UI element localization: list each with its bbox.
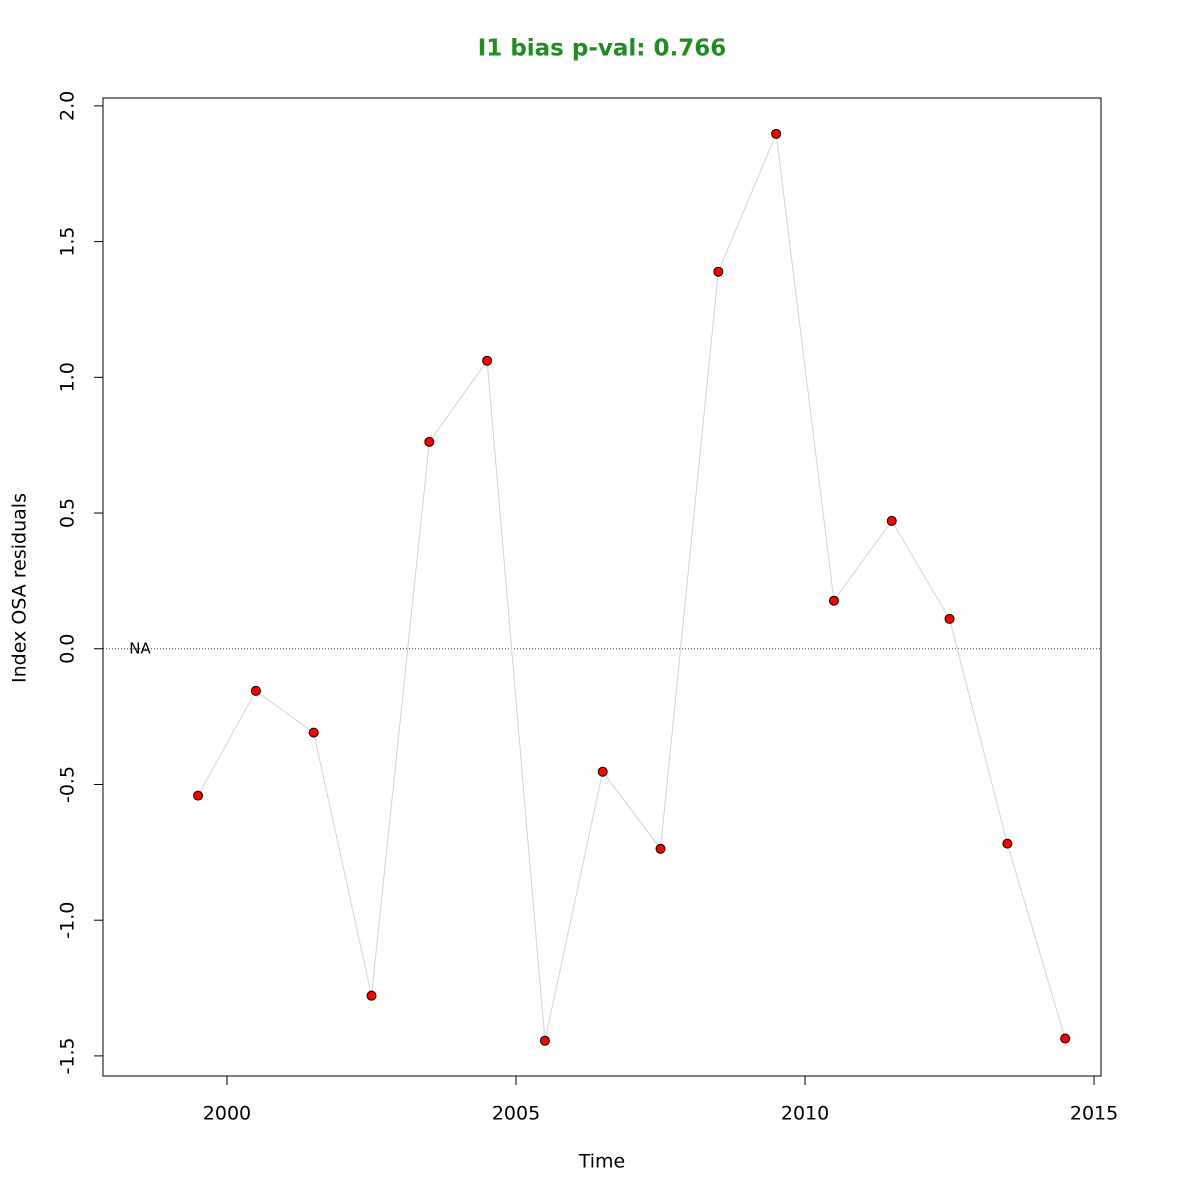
point xyxy=(250,685,261,696)
y-tick-label: -1.0 xyxy=(57,902,79,939)
annotation: NA xyxy=(129,639,151,657)
point xyxy=(308,727,319,738)
chart-title: I1 bias p-val: 0.766 xyxy=(478,36,727,62)
point xyxy=(828,595,839,606)
y-tick-label: -1.5 xyxy=(57,1037,79,1074)
point xyxy=(771,128,782,139)
x-tick-label: 2015 xyxy=(1070,1103,1118,1125)
y-tick-label: 1.0 xyxy=(57,362,79,392)
y-tick-label: 0.0 xyxy=(57,634,79,664)
y-axis-label: Index OSA residuals xyxy=(9,493,31,683)
point xyxy=(655,843,666,854)
y-tick-label: -0.5 xyxy=(57,766,79,803)
y-tick-label: 2.0 xyxy=(57,91,79,121)
point xyxy=(193,790,204,801)
x-tick-label: 2000 xyxy=(203,1103,251,1125)
point xyxy=(424,436,435,447)
point xyxy=(539,1035,550,1046)
x-tick-label: 2005 xyxy=(492,1103,540,1125)
x-tick-label: 2010 xyxy=(781,1103,829,1125)
point xyxy=(886,515,897,526)
plot-frame xyxy=(102,97,1102,1077)
point xyxy=(944,613,955,624)
y-tick-label: 0.5 xyxy=(57,498,79,528)
x-axis-label: Time xyxy=(578,1151,626,1173)
y-tick-label: 1.5 xyxy=(57,226,79,256)
point xyxy=(597,766,608,777)
point xyxy=(1060,1033,1071,1044)
series-line xyxy=(197,131,1066,1041)
point xyxy=(482,355,493,366)
point xyxy=(713,266,724,277)
point xyxy=(1002,838,1013,849)
point xyxy=(366,990,377,1001)
